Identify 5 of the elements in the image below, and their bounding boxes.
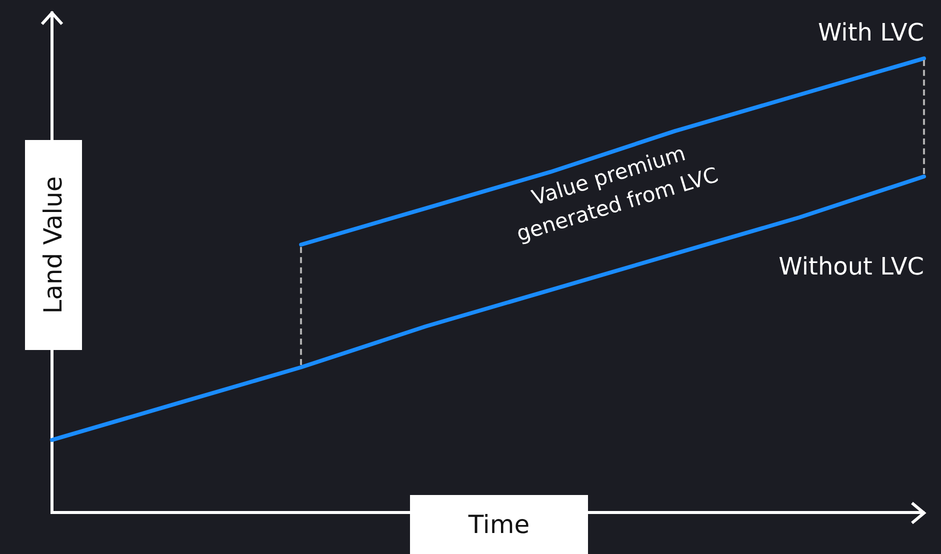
series-label: Without LVC: [778, 252, 924, 281]
label-panel: Land Value: [25, 140, 82, 350]
label-panel: Time: [410, 495, 588, 554]
y-axis-title: Land Value: [38, 176, 68, 314]
series-label: With LVC: [818, 18, 924, 47]
